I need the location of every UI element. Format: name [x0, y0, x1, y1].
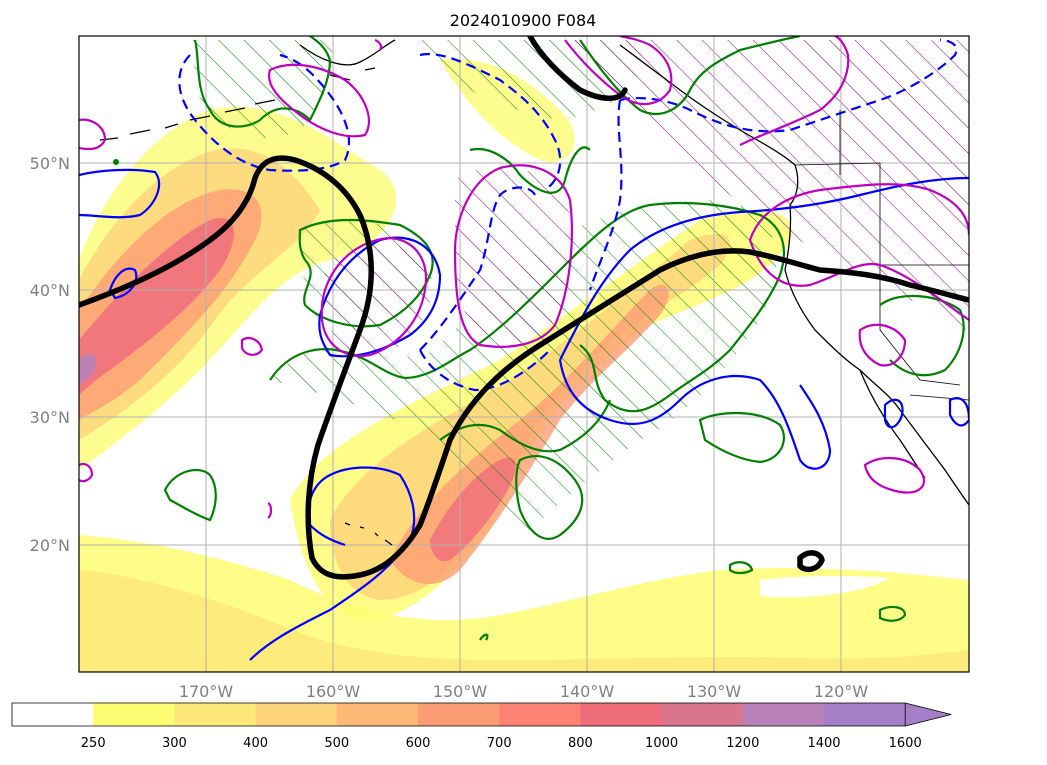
colorbar-segment — [661, 703, 744, 726]
coastline-hawaii — [344, 522, 393, 546]
colorbar-tick-label: 1200 — [726, 736, 759, 751]
map-frame — [78, 35, 970, 673]
colorbar-segment — [499, 703, 581, 726]
colorbar-outline — [11, 702, 906, 727]
colorbar-extend-arrow — [904, 702, 952, 727]
hatch-green-ar — [270, 200, 777, 540]
colorbar-tick-label: 500 — [324, 736, 349, 751]
colorbar-segment — [93, 703, 175, 726]
colorbar-tick-label: 800 — [568, 736, 593, 751]
colorbar-tick-label: 250 — [81, 736, 106, 751]
lat-tick-label: 20°N — [30, 536, 70, 555]
magenta-contours — [79, 36, 969, 519]
coastline-us-west — [784, 204, 969, 506]
colorbar-segment — [742, 703, 825, 726]
hatch-magenta-central — [455, 167, 572, 343]
lat-tick-label: 40°N — [30, 281, 70, 300]
colorbar-segment — [580, 703, 663, 726]
colorbar-segment — [174, 703, 257, 726]
green-contours — [163, 36, 965, 641]
lon-tick-label: 130°W — [687, 682, 742, 701]
colorbar-tick-label: 1000 — [645, 736, 678, 751]
colorbar-segment — [336, 703, 419, 726]
map-panel — [79, 36, 969, 672]
lon-tick-label: 170°W — [179, 682, 234, 701]
lon-tick-label: 140°W — [560, 682, 615, 701]
ivt-plume-west-1400 — [79, 353, 97, 384]
coastline-bc — [619, 44, 799, 206]
lat-tick-label: 30°N — [30, 408, 70, 427]
blue-contours — [79, 38, 969, 661]
colorbar-segment — [418, 703, 500, 726]
colorbar-tick-label: 400 — [243, 736, 268, 751]
ivt-east-250 — [760, 575, 890, 598]
colorbar-tick-label: 1400 — [807, 736, 840, 751]
map-title: 2024010900 F084 — [450, 11, 597, 30]
ivt-subtropical-400 — [79, 570, 969, 672]
colorbar-tick-label: 1600 — [889, 736, 922, 751]
colorbar-tick-label: 600 — [406, 736, 431, 751]
lat-tick-label: 50°N — [30, 154, 70, 173]
colorbar-segment — [824, 703, 906, 726]
coastline-aleutians — [99, 99, 276, 141]
colorbar-tick-label: 700 — [487, 736, 512, 751]
lat-labels: 50°N 40°N 30°N 20°N — [30, 154, 70, 555]
lon-labels: 170°W 160°W 150°W 140°W 130°W 120°W — [179, 682, 869, 701]
colorbar-tick-label: 300 — [162, 736, 187, 751]
lon-tick-label: 150°W — [433, 682, 488, 701]
jet-axis — [79, 36, 969, 580]
colorbar-segment — [255, 703, 338, 726]
colorbar: 250 300 400 500 600 700 800 1000 1200 1400 1600 — [11, 702, 952, 751]
small-features — [113, 159, 119, 165]
ivt-plume-west-1000 — [79, 218, 234, 395]
lon-tick-label: 120°W — [814, 682, 869, 701]
colorbar-segment — [12, 703, 94, 726]
lon-tick-label: 160°W — [306, 682, 361, 701]
